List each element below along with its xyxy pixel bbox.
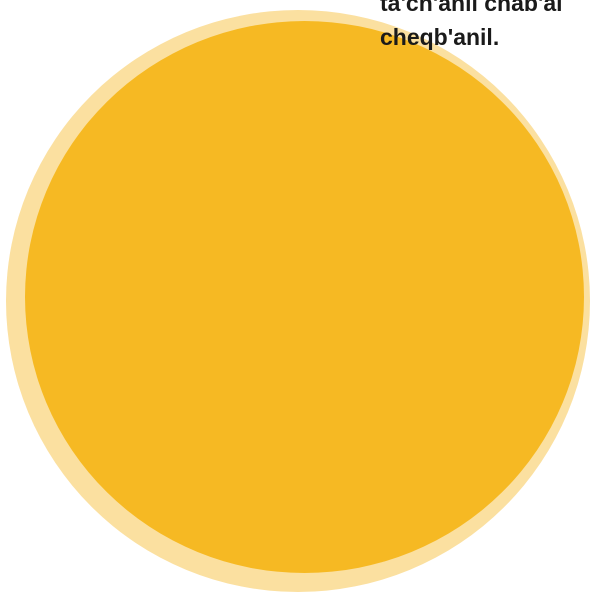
caption-line-2: cheqb'anil. bbox=[380, 24, 500, 50]
caption-text: ta'ch'anil chab'al cheqb'anil. bbox=[380, 0, 600, 54]
sun-circle bbox=[25, 21, 584, 573]
caption-line-1: ta'ch'anil chab'al bbox=[380, 0, 563, 16]
